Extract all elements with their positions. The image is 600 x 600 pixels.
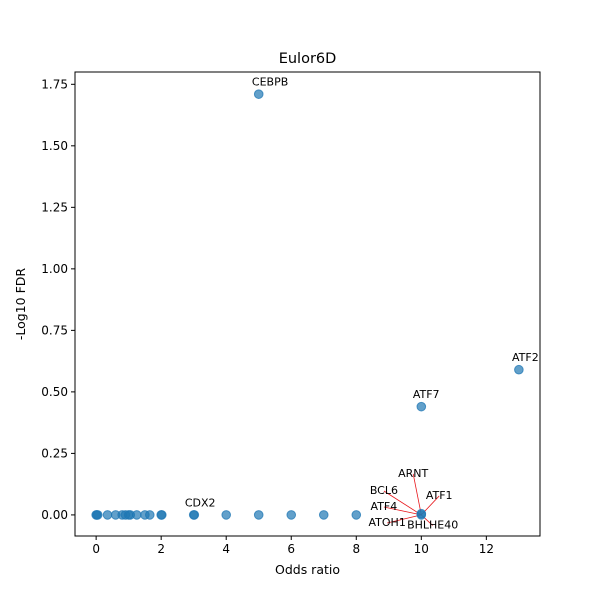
annotation-leaders	[383, 473, 440, 526]
y-tick-label: 1.25	[41, 200, 68, 214]
annotation-label: BCL6	[370, 484, 398, 497]
annotation-label: ATOH1	[369, 516, 406, 529]
data-point	[144, 510, 155, 520]
annotation-leader	[412, 473, 422, 515]
annotation-label: BHLHE40	[407, 518, 458, 531]
x-axis-ticks: 0 2 4 6 8 10 12	[92, 536, 494, 556]
data-point	[351, 510, 362, 520]
data-point	[157, 510, 167, 520]
y-axis-label: -Log10 FDR	[13, 268, 28, 341]
x-tick-label: 2	[157, 542, 165, 556]
annotation-label: ATF2	[512, 351, 539, 364]
x-tick-label: 6	[287, 542, 295, 556]
annotation-label: CDX2	[185, 496, 216, 509]
annotation-label: CEBPB	[252, 76, 288, 89]
annotation-leader	[383, 490, 422, 516]
data-point	[286, 510, 297, 520]
x-axis-label: Odds ratio	[275, 562, 340, 577]
data-point	[92, 510, 103, 520]
data-point	[253, 510, 264, 520]
data-point	[416, 508, 427, 519]
data-point	[416, 401, 427, 412]
data-point	[318, 510, 329, 520]
y-tick-label: 0.50	[41, 385, 68, 399]
annotation-leader	[387, 514, 422, 524]
annotation-label: ARNT	[398, 467, 428, 480]
data-points	[91, 89, 524, 520]
annotation-label: ATF1	[426, 489, 453, 502]
data-point	[131, 510, 142, 520]
y-tick-label: 1.50	[41, 139, 68, 153]
y-tick-label: 0.00	[41, 508, 68, 522]
data-point	[102, 510, 113, 520]
x-tick-label: 12	[479, 542, 494, 556]
x-tick-label: 10	[414, 542, 429, 556]
data-point	[189, 510, 200, 520]
data-point	[221, 510, 232, 520]
y-tick-label: 0.25	[41, 446, 68, 460]
y-tick-label: 0.75	[41, 323, 68, 337]
data-point	[253, 89, 264, 99]
y-tick-label: 1.00	[41, 262, 68, 276]
annotation-leader	[383, 506, 422, 516]
annotation-label: ATF4	[371, 500, 398, 513]
plot-frame	[74, 71, 541, 537]
data-point	[514, 364, 524, 375]
y-axis-ticks: 0.00 0.25 0.50 0.75 1.00 1.25 1.50 1.75	[41, 77, 75, 522]
x-tick-label: 8	[352, 542, 360, 556]
chart-title: Eulor6D	[279, 51, 337, 67]
annotation-label: ATF7	[413, 388, 440, 401]
x-tick-label: 0	[92, 542, 100, 556]
y-tick-label: 1.75	[41, 77, 68, 91]
x-tick-label: 4	[222, 542, 230, 556]
